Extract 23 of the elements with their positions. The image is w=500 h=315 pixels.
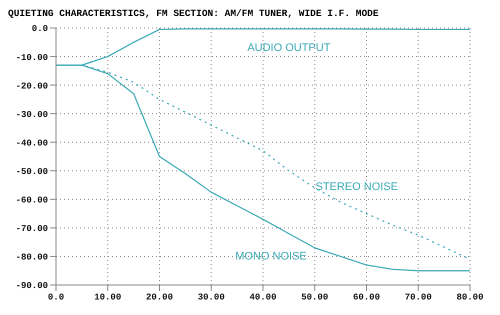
y-tick-label: -80.00 (16, 252, 48, 263)
x-tick-label: 80.00 (456, 292, 484, 302)
x-tick-label: 50.00 (301, 292, 328, 302)
y-tick-label: -40.00 (16, 138, 48, 148)
chart-title: QUIETING CHARACTERISTICS, FM SECTION: AM/FM TUNER, WIDE I.F. MODE (8, 8, 380, 21)
y-tick-label: 0.0 (32, 24, 48, 34)
series-label: MONO NOISE (235, 250, 307, 262)
x-tick-label: 30.00 (198, 292, 225, 302)
series-label: STEREO NOISE (315, 180, 398, 193)
y-tick-label: -70.00 (16, 224, 48, 234)
y-tick-label: -50.00 (16, 166, 48, 177)
x-tick-label: 20.00 (146, 292, 174, 302)
series-label: AUDIO OUTPUT (247, 42, 331, 54)
x-tick-label: 0.0 (48, 292, 64, 302)
y-tick-label: -20.00 (16, 81, 48, 92)
x-tick-label: 40.00 (249, 292, 277, 302)
x-tick-label: 70.00 (404, 292, 432, 302)
x-tick-label: 10.00 (94, 292, 122, 302)
y-tick-label: -90.00 (16, 281, 48, 292)
y-tick-label: -60.00 (16, 196, 48, 206)
y-tick-label: -30.00 (16, 110, 48, 120)
x-tick-label: 60.00 (352, 292, 380, 302)
y-tick-label: -10.00 (16, 52, 48, 63)
